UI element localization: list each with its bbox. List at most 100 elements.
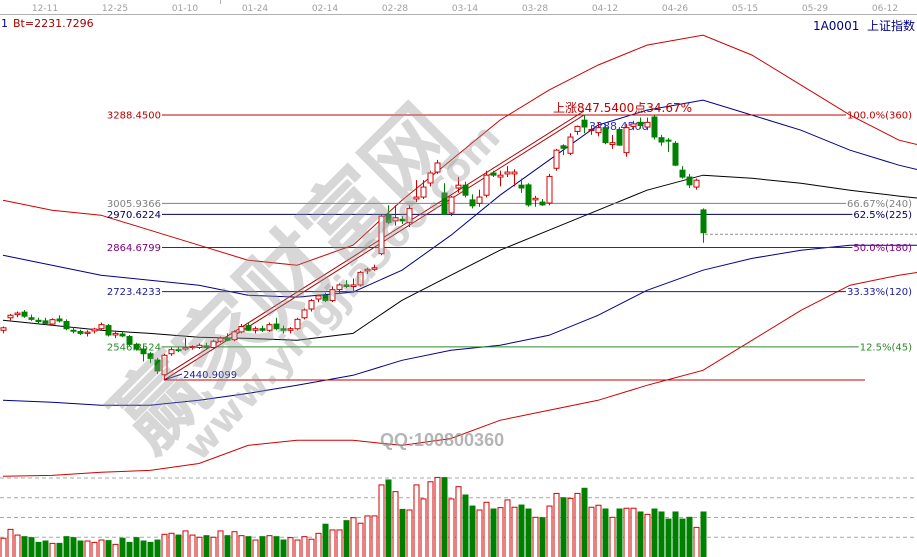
candle [308, 299, 315, 312]
candle [259, 325, 266, 332]
candle-body [665, 139, 672, 142]
candle-body [119, 333, 126, 337]
candle-body [329, 289, 336, 302]
volume-bar [196, 536, 203, 557]
candle-body [616, 129, 623, 146]
candle-body [651, 116, 658, 138]
volume-bar [329, 529, 336, 557]
candle [560, 144, 567, 156]
volume-bar [469, 505, 476, 557]
date-tick-label: 01-24 [242, 4, 268, 14]
candle [161, 353, 168, 380]
candle [651, 115, 658, 140]
candle-body [294, 318, 301, 330]
volume-bar [98, 539, 105, 557]
level-percent-label: 33.33%(120) [847, 287, 912, 298]
candle [385, 205, 392, 224]
candle-body [385, 214, 392, 223]
volume-bar [336, 529, 343, 557]
candle [672, 141, 679, 167]
volume-bar [301, 536, 308, 557]
volume-bar [553, 492, 560, 557]
volume-bar [21, 536, 28, 557]
volume-bar [665, 518, 672, 557]
date-tick-label: 12-25 [102, 4, 128, 14]
candle-body [28, 317, 35, 320]
volume-bar [168, 532, 175, 557]
volume-bar [63, 536, 70, 557]
candle [469, 194, 476, 209]
candle-body [490, 172, 497, 176]
volume-bar [518, 504, 525, 557]
candle [581, 114, 588, 134]
candle [532, 195, 539, 207]
volume-bar [84, 540, 91, 557]
candle-body [231, 331, 238, 341]
candle [224, 333, 231, 342]
volume-bar [623, 507, 630, 557]
candle [280, 325, 287, 334]
candle-body [560, 145, 567, 149]
candle [175, 346, 182, 353]
volume-bar [525, 508, 532, 557]
candle-body [252, 328, 259, 331]
candle-body [518, 184, 525, 189]
candle-body [259, 328, 266, 331]
candle-body [511, 171, 518, 175]
candle [546, 173, 553, 206]
candle [56, 315, 63, 323]
candle [0, 326, 7, 334]
candle [105, 324, 112, 337]
level-percent-label: 66.67%(240) [847, 199, 912, 210]
volume-bar [595, 504, 602, 557]
candle-body [196, 344, 203, 348]
level-percent-label: 100.0%(360) [847, 111, 912, 122]
volume-bar [154, 539, 161, 557]
candle-body [42, 320, 49, 324]
candle [623, 123, 630, 157]
volume-bar [602, 508, 609, 557]
volume-bar [77, 540, 84, 557]
volume-bar [259, 536, 266, 557]
symbol-title: 1A0001 上证指数 [813, 17, 915, 34]
trend-gain-label: 上涨847.5400点34.67% [553, 100, 692, 115]
candle-body [371, 267, 378, 270]
candle-body [84, 331, 91, 334]
date-tick-label: 05-15 [732, 4, 758, 14]
level-price-label: 2864.6799 [107, 243, 161, 254]
volume-bar [448, 498, 455, 557]
moving-average-line [2, 174, 917, 341]
volume-bar [413, 484, 420, 557]
volume-bar [420, 498, 427, 557]
candle-body [679, 169, 686, 178]
candle [483, 170, 490, 198]
candle-body [581, 119, 588, 128]
candle-body [693, 179, 700, 188]
candle-body [0, 327, 7, 331]
volume-bars [0, 476, 707, 557]
candle [413, 180, 420, 203]
candle [98, 322, 105, 331]
volume-bar [182, 530, 189, 557]
volume-bar [658, 511, 665, 557]
candle-body [280, 328, 287, 331]
volume-bar [7, 528, 14, 557]
date-tick-label: 03-14 [452, 4, 478, 14]
candle-body [630, 123, 637, 127]
low-level-leader [163, 373, 183, 381]
volume-bar [532, 516, 539, 557]
candle [616, 127, 623, 146]
volume-bar [245, 536, 252, 557]
indicator-value: Bt=2231.7296 [13, 17, 94, 30]
volume-bar [679, 518, 686, 557]
candle-body [595, 127, 602, 134]
candle-body [126, 336, 133, 345]
volume-bar [273, 536, 280, 557]
volume-bar [266, 535, 273, 557]
candle-body [350, 284, 357, 288]
candle [427, 170, 434, 187]
candle-body [105, 325, 112, 336]
candle [266, 322, 273, 332]
candle [217, 336, 224, 343]
candle-body [322, 294, 329, 302]
